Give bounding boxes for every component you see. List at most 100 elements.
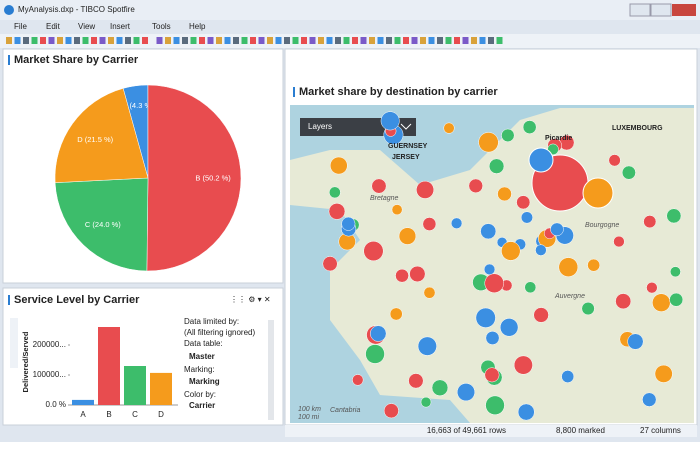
map-bubble (468, 178, 483, 194)
toolbar-icon[interactable] (369, 37, 375, 44)
map-bubble (485, 331, 500, 345)
menu-item[interactable]: View (78, 22, 95, 31)
map-bubble (499, 318, 519, 337)
map-bubble (395, 268, 409, 283)
toolbar-icon[interactable] (99, 37, 106, 44)
toolbar-icon[interactable] (165, 37, 171, 44)
map-bubble (483, 263, 496, 276)
toolbar-icon[interactable] (182, 37, 188, 44)
status-columns: 27 columns (640, 426, 681, 435)
minimize-button[interactable] (629, 3, 651, 17)
toolbar-icon[interactable] (292, 37, 299, 44)
window-title: MyAnalysis.dxp - TIBCO Spotfire (18, 5, 135, 14)
toolbar-icon[interactable] (318, 37, 324, 44)
toolbar-icon[interactable] (23, 37, 29, 44)
status-bar (285, 425, 697, 437)
toolbar-icon[interactable] (386, 37, 392, 44)
map-bubble (587, 258, 601, 272)
map-bubble (497, 186, 512, 202)
toolbar-icon[interactable] (156, 37, 163, 44)
status-marked: 8,800 marked (556, 426, 605, 435)
map-bubble (408, 373, 424, 389)
toolbar-icon[interactable] (496, 37, 503, 44)
toolbar-icon[interactable] (142, 37, 148, 44)
toolbar-icon[interactable] (233, 37, 239, 44)
toolbar-icon[interactable] (216, 37, 222, 44)
toolbar-icon[interactable] (428, 37, 435, 44)
toolbar-icon[interactable] (301, 37, 307, 44)
menu-item[interactable]: Help (189, 22, 206, 31)
toolbar-icon[interactable] (190, 37, 197, 44)
toolbar-icon[interactable] (420, 37, 426, 44)
map-bubble (391, 204, 403, 216)
toolbar-icon[interactable] (108, 37, 114, 44)
map-bubble (420, 396, 432, 408)
toolbar-icon[interactable] (394, 37, 401, 44)
toolbar-icon[interactable] (40, 37, 46, 44)
toolbar-icon[interactable] (343, 37, 350, 44)
map-bubble (666, 208, 682, 224)
menu-item[interactable]: Tools (152, 22, 171, 31)
toolbar-icon[interactable] (326, 37, 333, 44)
maximize-button[interactable] (650, 3, 672, 17)
map-bubble (484, 367, 500, 383)
toolbar-icon[interactable] (14, 37, 21, 44)
toolbar-icon[interactable] (250, 37, 256, 44)
toolbar-icon[interactable] (284, 37, 290, 44)
toolbar-icon[interactable] (241, 37, 248, 44)
map-bubble (669, 266, 681, 278)
toolbar-icon[interactable] (133, 37, 140, 44)
toolbar-icon[interactable] (116, 37, 123, 44)
toolbar-icon[interactable] (411, 37, 418, 44)
menu-item[interactable]: File (14, 22, 27, 31)
map-bubble (528, 147, 554, 173)
toolbar-icon[interactable] (74, 37, 80, 44)
map-bubble (652, 293, 671, 312)
toolbar-icon[interactable] (199, 37, 205, 44)
map-bubble (329, 156, 348, 175)
toolbar-icon[interactable] (224, 37, 231, 44)
toolbar-icon[interactable] (48, 37, 55, 44)
toolbar-icon[interactable] (6, 37, 12, 44)
toolbar-icon[interactable] (403, 37, 409, 44)
toolbar-icon[interactable] (207, 37, 214, 44)
map-bubble (380, 111, 400, 131)
map-bubble (615, 293, 632, 310)
toolbar-icon[interactable] (479, 37, 486, 44)
toolbar-icon[interactable] (352, 37, 358, 44)
map-bubble (642, 392, 657, 407)
dropdown-arrow (400, 123, 412, 130)
menu-item[interactable]: Insert (110, 22, 131, 31)
toolbar-icon[interactable] (488, 37, 494, 44)
toolbar-icon[interactable] (462, 37, 469, 44)
close-button[interactable] (672, 4, 696, 16)
status-rows: 16,663 of 49,661 rows (427, 426, 506, 435)
toolbar-icon[interactable] (445, 37, 452, 44)
toolbar-icon[interactable] (275, 37, 282, 44)
pie-title: Market Share by Carrier (14, 54, 139, 66)
menu-item[interactable]: Edit (46, 22, 61, 31)
toolbar-icon[interactable] (377, 37, 384, 44)
map-bubble (480, 223, 497, 240)
toolbar-icon[interactable] (125, 37, 131, 44)
toolbar-icon[interactable] (82, 37, 89, 44)
toolbar-icon[interactable] (471, 37, 477, 44)
panel-controls[interactable]: ⋮⋮ ⚙ ▾ ✕ (230, 295, 271, 304)
toolbar-icon[interactable] (65, 37, 72, 44)
toolbar-icon[interactable] (31, 37, 38, 44)
toolbar-icon[interactable] (173, 37, 180, 44)
toolbar-icon[interactable] (267, 37, 273, 44)
toolbar-icon[interactable] (454, 37, 460, 44)
toolbar-icon[interactable] (360, 37, 367, 44)
map-bubble (341, 216, 356, 231)
toolbar-icon[interactable] (258, 37, 265, 44)
app-icon (4, 5, 14, 15)
toolbar-icon[interactable] (57, 37, 63, 44)
toolbar-icon[interactable] (437, 37, 443, 44)
toolbar-icon[interactable] (309, 37, 316, 44)
toolbar-icon[interactable] (335, 37, 341, 44)
scrollbar[interactable] (268, 320, 274, 420)
panel-marker (8, 295, 10, 305)
toolbar-icon[interactable] (91, 37, 97, 44)
